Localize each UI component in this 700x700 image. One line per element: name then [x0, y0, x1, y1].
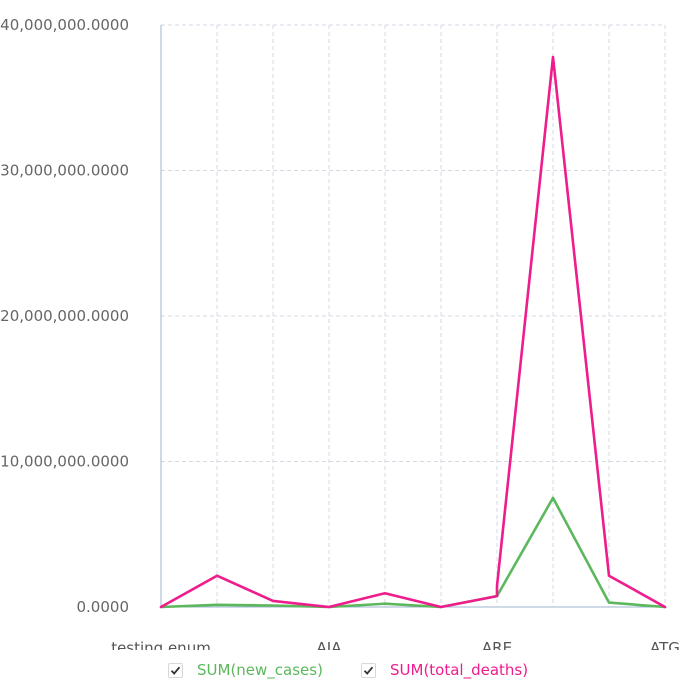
- x-tick-label: ATG: [650, 639, 680, 650]
- y-tick-label: 0.0000: [77, 598, 130, 616]
- x-tick-label: ARE: [482, 639, 512, 650]
- legend-label: SUM(total_deaths): [390, 661, 529, 679]
- y-tick-label: 20,000,000.0000: [0, 307, 129, 325]
- legend-item-total-deaths[interactable]: SUM(total_deaths): [361, 661, 528, 679]
- checkbox-checked-icon[interactable]: [168, 662, 183, 678]
- checkbox-checked-icon[interactable]: [361, 662, 376, 678]
- y-tick-label: 40,000,000.0000: [0, 16, 129, 34]
- line-chart: 0.0000 10,000,000.0000 20,000,000.0000 30,0…: [0, 16, 680, 650]
- legend-item-new-cases[interactable]: SUM(new_cases): [168, 661, 323, 679]
- series-line-1: [159, 55, 667, 609]
- y-tick-label: 30,000,000.0000: [0, 162, 129, 180]
- series-line-0: [159, 496, 667, 609]
- y-tick-label: 10,000,000.0000: [0, 453, 129, 471]
- x-tick-label: AIA: [317, 639, 343, 650]
- chart-legend: SUM(new_cases) SUM(total_deaths): [0, 657, 700, 683]
- x-tick-label: testing enum: [111, 639, 211, 650]
- legend-label: SUM(new_cases): [197, 661, 323, 679]
